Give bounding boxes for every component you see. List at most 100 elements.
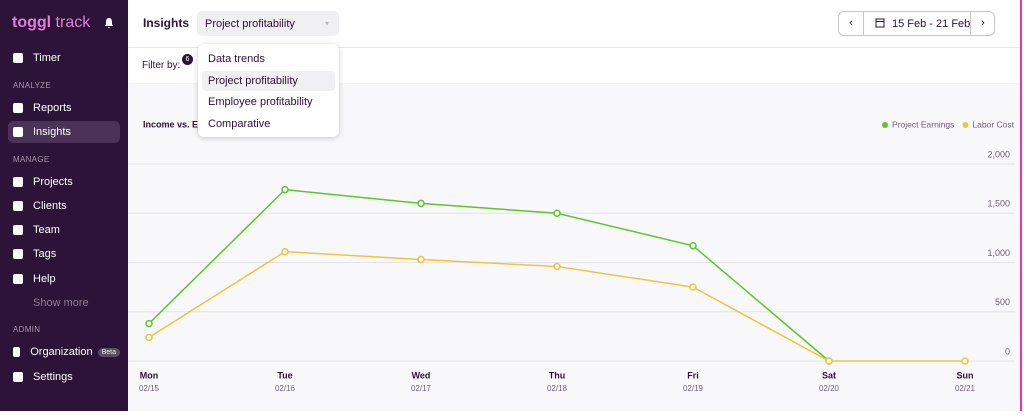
logo[interactable]: toggl track — [12, 14, 90, 32]
nav-item[interactable]: Help — [8, 268, 120, 290]
nav-icon — [13, 201, 23, 211]
window-edge — [1020, 0, 1024, 411]
menu-option[interactable]: Employee profitability — [208, 96, 313, 108]
series-line — [148, 188, 830, 362]
date-range[interactable]: 15 Feb - 21 Feb — [892, 18, 971, 30]
nav-item[interactable]: Projects — [8, 171, 120, 193]
report-menu: Data trends Project profitability Employee… — [198, 44, 339, 137]
sidebar: toggl track Timer ANALYZE Reports Insights M… — [0, 0, 128, 411]
data-point — [689, 283, 697, 291]
header: Insights Project profitability ▾ ‹ 15 Feb… — [128, 0, 1020, 48]
nav-label: Show more — [33, 297, 89, 309]
chart-panel: Income vs. E 0 500 1,000 1,500 2,000 Mon 02/15… — [128, 84, 1020, 411]
nav-icon — [13, 274, 23, 284]
nav-label: Tags — [33, 248, 57, 260]
nav-heading: MANAGE — [13, 155, 50, 164]
nav-item[interactable]: Insights — [8, 121, 120, 143]
nav-icon — [13, 298, 23, 308]
date-picker: ‹ 15 Feb - 21 Feb › — [838, 11, 995, 36]
x-tick-label: Mon — [140, 370, 159, 380]
y-tick-label: 2,000 — [987, 149, 1010, 159]
chevron: ▾ — [324, 19, 329, 28]
nav-item[interactable]: Show more — [8, 292, 120, 314]
data-point — [553, 209, 561, 217]
nav-item[interactable]: Timer — [8, 47, 120, 69]
nav-icon — [13, 347, 21, 357]
filter-count[interactable]: 6 — [182, 54, 193, 65]
x-tick-label: Fri — [687, 370, 699, 380]
nav-heading: ANALYZE — [13, 81, 51, 90]
nav-label: Timer — [33, 52, 61, 64]
nav-item[interactable]: Tags — [8, 243, 120, 265]
nav-icon — [13, 53, 23, 63]
data-point — [417, 199, 425, 208]
data-point — [281, 247, 289, 256]
nav-icon — [13, 372, 23, 382]
x-date-label: 02/20 — [819, 384, 840, 393]
y-tick-label: 0 — [1005, 346, 1010, 356]
data-point — [281, 185, 289, 194]
nav-label: Clients — [33, 200, 67, 212]
menu-option[interactable]: Comparative — [208, 117, 271, 130]
y-tick-label: 1,000 — [987, 248, 1010, 258]
filter-label: Filter by: — [142, 60, 181, 71]
x-date-label: 02/21 — [955, 384, 976, 393]
chart-title: Income vs. E — [143, 119, 198, 129]
legend-label: Project Earnings — [892, 119, 954, 129]
logo-brand: toggl — [12, 14, 52, 31]
nav-item[interactable]: Organization Beta — [8, 341, 120, 363]
page-title: Insights — [143, 16, 190, 30]
nav-heading: ADMIN — [13, 325, 41, 334]
nav-icon — [13, 127, 23, 137]
y-tick-label: 1,500 — [987, 199, 1010, 209]
y-tick-label: 500 — [995, 297, 1010, 307]
x-date-label: 02/18 — [547, 384, 568, 393]
nav-item[interactable]: Reports — [8, 97, 120, 119]
nav-item[interactable]: Settings — [8, 366, 120, 388]
nav-icon — [13, 249, 23, 259]
calendar-icon — [875, 17, 885, 31]
menu-option[interactable]: Project profitability — [202, 70, 335, 91]
x-date-label: 02/15 — [139, 384, 160, 393]
x-date-label: 02/17 — [411, 384, 432, 393]
prev-week[interactable]: ‹ — [839, 12, 864, 35]
report-select-value: Project profitability — [205, 17, 295, 30]
x-date-label: 02/16 — [275, 384, 296, 393]
menu-option[interactable]: Data trends — [208, 53, 265, 65]
data-point — [825, 357, 833, 365]
chart: Income vs. E 0 500 1,000 1,500 2,000 Mon 02/15… — [128, 119, 1015, 393]
notifications-icon[interactable] — [104, 17, 114, 29]
nav-icon — [13, 177, 23, 187]
data-point — [417, 255, 425, 264]
nav-badge: Beta — [97, 347, 120, 357]
x-date-label: 02/19 — [683, 384, 704, 393]
nav-label: Projects — [33, 176, 73, 188]
next-week[interactable]: › — [970, 12, 995, 35]
x-tick-label: Sat — [822, 370, 836, 380]
nav-label: Insights — [33, 126, 71, 138]
nav-icon — [13, 225, 23, 235]
data-point — [961, 357, 969, 365]
legend-swatch — [882, 122, 889, 128]
data-point — [553, 262, 561, 271]
report-select[interactable]: Project profitability ▾ — [197, 11, 339, 36]
data-point — [689, 242, 697, 250]
data-point — [145, 319, 153, 328]
nav-label: Organization — [30, 346, 93, 358]
x-tick-label: Tue — [277, 370, 292, 380]
legend-swatch — [962, 122, 969, 128]
nav-label: Team — [33, 224, 60, 236]
nav-item[interactable]: Clients — [8, 195, 120, 217]
nav-label: Settings — [33, 371, 73, 383]
nav-label: Help — [33, 273, 56, 285]
data-point — [145, 333, 153, 342]
x-tick-label: Thu — [549, 370, 566, 380]
logo-product: track — [55, 14, 91, 31]
legend-label: Labor Cost — [972, 119, 1014, 129]
x-tick-label: Sun — [957, 370, 974, 380]
x-tick-label: Wed — [412, 370, 431, 380]
nav-label: Reports — [33, 102, 72, 114]
nav-icon — [13, 103, 23, 113]
nav-item[interactable]: Team — [8, 219, 120, 241]
